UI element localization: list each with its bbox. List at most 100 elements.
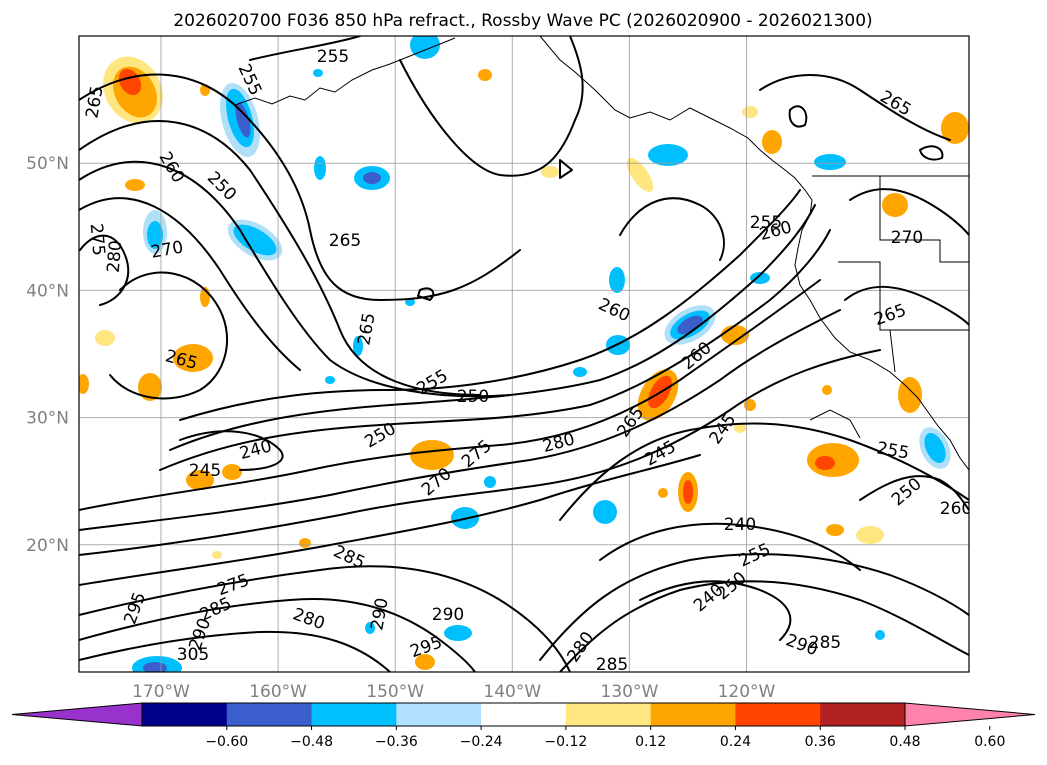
latitude-tick-labels: 50°N 40°N 30°N 20°N: [26, 154, 69, 556]
anomaly-blob: [742, 106, 758, 118]
anomaly-blob: [541, 166, 559, 178]
contour-line: [619, 197, 725, 261]
colorbar-frame: [141, 702, 906, 727]
colorbar-segment: [142, 703, 228, 726]
contour-line: [559, 159, 573, 179]
anomaly-blob: [415, 654, 435, 670]
contour-label: 280: [104, 240, 127, 274]
contour-line: [859, 475, 969, 511]
anomaly-blob: [353, 336, 363, 356]
anomaly-blob: [734, 423, 746, 433]
contour-label: 240: [724, 515, 756, 535]
anomaly-blob: [235, 102, 251, 138]
colorbar: −0.60 −0.48 −0.36 −0.24 −0.12 0.12 0.24 0.36 0.4…: [11, 702, 1036, 750]
contour-line: [759, 74, 951, 141]
anomaly-blob: [212, 551, 222, 559]
anomaly-blob: [626, 157, 654, 193]
anomaly-blob: [365, 622, 375, 634]
contour-line: [79, 630, 391, 672]
colorbar-tick-label: 0.60: [974, 734, 1005, 750]
graticule: [79, 36, 969, 672]
contour-line: [539, 553, 969, 661]
contour-label: 255: [317, 47, 349, 67]
anomaly-blob: [815, 456, 835, 470]
contour-line: [79, 279, 821, 511]
anomaly-shading: [79, 36, 969, 672]
contour-line: [844, 285, 969, 326]
coastlines: [234, 36, 969, 471]
anomaly-blob: [410, 36, 440, 59]
colorbar-tick-label: 0.24: [720, 734, 751, 750]
lon-tick-label: 140°W: [483, 682, 541, 702]
anomaly-blob: [222, 464, 242, 480]
contour-line: [849, 188, 969, 236]
colorbar-tick-label: −0.60: [205, 734, 248, 750]
state-borders: [812, 175, 969, 373]
anomaly-blob: [924, 433, 946, 463]
contour-line: [79, 234, 130, 306]
anomaly-blob: [233, 224, 277, 256]
map-background: [79, 36, 969, 672]
lat-tick-label: 20°N: [26, 536, 69, 556]
contour-line: [159, 229, 831, 471]
anomaly-blob: [314, 156, 326, 180]
contour-label: 285: [809, 633, 841, 653]
negative-anomaly: [132, 36, 951, 672]
anomaly-blob: [95, 330, 115, 346]
anomaly-blob: [609, 267, 625, 293]
contour-line: [559, 422, 969, 521]
lon-tick-label: 120°W: [718, 682, 776, 702]
anomaly-blob: [363, 172, 381, 184]
contour-label: 265: [329, 231, 361, 251]
map-frame: [78, 35, 970, 673]
anomaly-blob: [79, 374, 89, 394]
contour-line: [788, 105, 808, 128]
anomaly-blob: [573, 367, 587, 377]
anomaly-blob: [683, 480, 693, 504]
contour-label: 260: [940, 499, 972, 519]
lat-tick-label: 40°N: [26, 281, 69, 301]
contour-line: [79, 309, 841, 531]
anomaly-blob: [744, 399, 756, 411]
colorbar-segment: [820, 703, 906, 726]
anomaly-blob: [325, 376, 335, 384]
anomaly-blob: [444, 625, 472, 641]
contour-line: [179, 189, 801, 421]
anomaly-blob: [405, 298, 415, 306]
contour-label: 285: [596, 655, 628, 675]
colorbar-segment: [650, 703, 736, 726]
contour-line: [79, 598, 476, 672]
contour-line: [169, 204, 816, 451]
colorbar-tick-label: −0.24: [460, 734, 503, 750]
anomaly-blob: [147, 221, 163, 249]
anomaly-blob: [648, 144, 688, 166]
colorbar-segment: [481, 703, 567, 726]
anomaly-blob: [125, 179, 145, 191]
anomaly-blob: [186, 470, 214, 490]
colorbar-segment: [226, 703, 313, 726]
colorbar-segment: [735, 703, 821, 726]
lon-tick-label: 160°W: [249, 682, 307, 702]
contour-label: 270: [891, 228, 923, 248]
colorbar-tick-label: 0.36: [805, 734, 836, 750]
contour-label: 275: [86, 223, 109, 257]
contour-line: [399, 36, 584, 177]
colorbar-tick-label: 0.48: [889, 734, 920, 750]
aleutian-coast: [234, 37, 456, 106]
contour-line: [79, 454, 701, 586]
longitude-tick-labels: 170°W 160°W 150°W 140°W 130°W 120°W: [132, 682, 775, 702]
contour-line: [599, 522, 861, 571]
lon-tick-label: 150°W: [366, 682, 424, 702]
contour-line: [79, 197, 301, 371]
lon-tick-label: 130°W: [601, 682, 659, 702]
contour-line: [249, 36, 361, 61]
anomaly-blob: [750, 272, 770, 284]
contour-line: [919, 145, 944, 161]
contour-label: 255: [750, 213, 782, 233]
contour-line: [639, 580, 792, 641]
anomaly-blob: [814, 154, 846, 170]
anomaly-blob: [299, 538, 311, 548]
colorbar-segment: [396, 703, 482, 726]
anomaly-blob: [658, 488, 668, 498]
